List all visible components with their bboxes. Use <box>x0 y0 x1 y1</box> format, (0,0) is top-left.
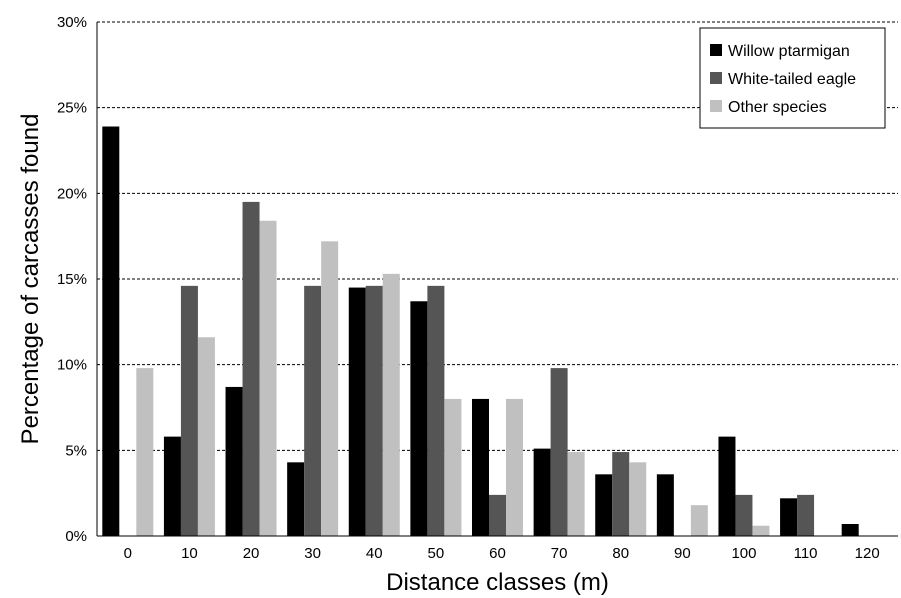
bar-willow-ptarmigan-30 <box>287 462 305 536</box>
legend-swatch <box>710 44 722 56</box>
legend-box <box>699 27 886 129</box>
y-tick-label: 0% <box>65 528 87 545</box>
bar-other-species-90 <box>690 505 708 536</box>
bar-white-tailed-eagle-20 <box>242 201 260 536</box>
y-tick-label: 5% <box>65 442 87 459</box>
x-tick-label: 90 <box>674 545 691 562</box>
bar-white-tailed-eagle-80 <box>612 452 630 536</box>
bar-white-tailed-eagle-30 <box>304 285 322 536</box>
bar-willow-ptarmigan-110 <box>780 498 798 536</box>
bar-willow-ptarmigan-90 <box>656 474 674 536</box>
bar-other-species-10 <box>197 337 215 536</box>
bar-white-tailed-eagle-100 <box>735 494 753 536</box>
legend-label: White-tailed eagle <box>728 71 856 88</box>
bar-willow-ptarmigan-80 <box>595 474 613 536</box>
bar-other-species-50 <box>444 398 462 536</box>
bar-willow-ptarmigan-10 <box>163 436 181 536</box>
bar-willow-ptarmigan-40 <box>348 287 366 536</box>
x-tick-label: 110 <box>794 545 818 562</box>
y-tick-label: 15% <box>57 271 87 288</box>
x-tick-label: 50 <box>428 545 445 562</box>
bar-willow-ptarmigan-20 <box>225 386 243 536</box>
bar-other-species-40 <box>382 273 400 536</box>
bar-willow-ptarmigan-50 <box>410 301 428 536</box>
x-tick-label: 40 <box>366 545 383 562</box>
x-tick-label: 60 <box>489 545 506 562</box>
y-tick-labels: 0% 5% 10% 15% 20% 25% 30% <box>57 14 87 545</box>
bar-white-tailed-eagle-110 <box>797 494 815 536</box>
bar-white-tailed-eagle-10 <box>180 285 198 536</box>
legend-label: Willow ptarmigan <box>728 43 850 60</box>
bar-willow-ptarmigan-60 <box>472 398 489 536</box>
y-axis-title: Percentage of carcasses found <box>17 114 44 445</box>
x-tick-label: 120 <box>855 545 880 562</box>
bar-white-tailed-eagle-60 <box>489 494 506 536</box>
y-tick-label: 10% <box>57 357 87 374</box>
y-tick-label: 30% <box>57 14 87 31</box>
y-tick-label: 25% <box>57 100 87 117</box>
bar-white-tailed-eagle-40 <box>365 285 383 536</box>
x-tick-label: 80 <box>612 545 629 562</box>
x-tick-label: 30 <box>304 545 321 562</box>
bar-other-species-70 <box>567 452 585 536</box>
bar-willow-ptarmigan-0 <box>102 126 120 536</box>
bars <box>102 126 859 536</box>
bar-white-tailed-eagle-50 <box>427 285 445 536</box>
legend-label: Other species <box>728 99 827 116</box>
x-tick-label: 20 <box>243 545 260 562</box>
x-tick-labels: 0 10 20 30 40 50 60 70 80 90 100 110 120 <box>124 545 880 562</box>
legend-swatch <box>710 100 722 112</box>
bar-willow-ptarmigan-100 <box>718 436 736 536</box>
y-tick-label: 20% <box>57 185 87 202</box>
bar-white-tailed-eagle-70 <box>550 368 568 536</box>
x-tick-label: 70 <box>551 545 568 562</box>
bar-other-species-80 <box>629 462 647 536</box>
legend-swatch <box>710 72 722 84</box>
bar-other-species-100 <box>752 525 770 536</box>
bar-willow-ptarmigan-70 <box>533 448 551 536</box>
x-tick-label: 10 <box>181 545 198 562</box>
legend: Willow ptarmigan White-tailed eagle Other … <box>699 27 886 129</box>
bar-other-species-20 <box>259 220 277 536</box>
x-tick-label: 0 <box>124 545 132 562</box>
x-tick-label: 100 <box>731 545 756 562</box>
bar-other-species-30 <box>321 241 339 536</box>
bar-other-species-0 <box>136 368 154 536</box>
bar-willow-ptarmigan-120 <box>841 524 859 536</box>
x-axis-title: Distance classes (m) <box>386 569 609 596</box>
bar-other-species-60 <box>506 398 523 536</box>
